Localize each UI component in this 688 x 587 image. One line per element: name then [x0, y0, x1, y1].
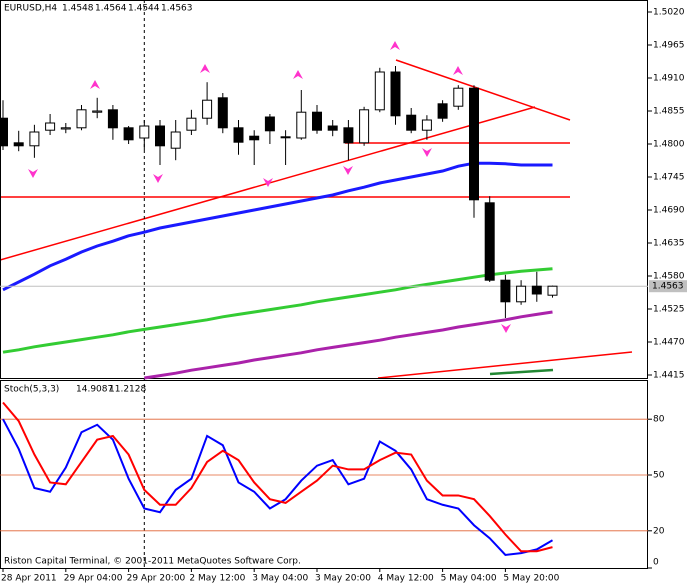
- header-value: 1.4548: [62, 4, 94, 14]
- candle-body: [406, 114, 417, 131]
- candle-body: [233, 127, 244, 143]
- moving-average: [144, 310, 553, 380]
- candle-body: [374, 71, 385, 111]
- x-tick-label: 5 May 20:00: [503, 574, 559, 584]
- channel-line: [489, 368, 554, 376]
- y-tick-label: 1.4910: [653, 74, 685, 84]
- fractal-arrows: [28, 41, 511, 333]
- candle-body: [155, 125, 165, 147]
- fractal-up: [200, 64, 210, 73]
- header-value: 11.2128: [109, 385, 146, 395]
- header-value: 1.4544: [128, 4, 160, 14]
- candle-body: [123, 127, 134, 141]
- stoch-panel-border: [0, 380, 648, 569]
- header-value: 1.4563: [161, 4, 193, 14]
- candle-body: [249, 135, 260, 141]
- candle-body: [327, 125, 338, 131]
- fractal-down: [501, 324, 511, 333]
- fractal-up: [453, 66, 463, 75]
- candle-body: [343, 127, 354, 144]
- y-tick-label: 1.4470: [653, 338, 685, 348]
- y-tick-label: 1.4635: [653, 239, 685, 249]
- candle-body: [280, 136, 291, 139]
- trend-line: [395, 59, 571, 121]
- moving-average: [2, 267, 553, 354]
- candle-body: [170, 131, 181, 149]
- candle-body: [139, 125, 150, 139]
- price-label: 1.4563: [652, 282, 684, 292]
- symbol-header: EURUSD,H4: [4, 4, 57, 14]
- y-tick-label: 1.4415: [653, 371, 685, 381]
- candle-body: [186, 117, 197, 131]
- y-tick-label: 20: [653, 526, 665, 536]
- x-tick-label: 29 Apr 20:00: [127, 574, 186, 584]
- x-tick-label: 29 Apr 04:00: [64, 574, 123, 584]
- candle-body: [92, 110, 103, 113]
- moving-average: [2, 161, 553, 292]
- candle-body: [13, 142, 24, 147]
- candle-body: [312, 111, 322, 131]
- y-tick-label: 1.5020: [653, 8, 685, 18]
- candle-body: [469, 87, 479, 201]
- y-tick-label: 1.4580: [653, 272, 685, 282]
- y-tick-label: 80: [653, 415, 665, 425]
- x-tick-label: 3 May 04:00: [252, 574, 308, 584]
- stoch-line: [2, 401, 553, 553]
- header-value: 14.9087: [76, 385, 113, 395]
- y-tick-label: 1.4965: [653, 41, 685, 51]
- candle-body: [45, 122, 56, 131]
- candle-body: [0, 117, 8, 147]
- x-tick-label: 4 May 12:00: [378, 574, 434, 584]
- y-tick-label: 1.4690: [653, 206, 685, 216]
- header-value: 1.4564: [95, 4, 127, 14]
- candle-body: [390, 71, 401, 117]
- candle-body: [60, 127, 71, 130]
- fractal-up: [293, 70, 303, 79]
- price-label-box: [649, 280, 687, 293]
- candle-body: [453, 87, 464, 107]
- x-tick-label: 2 May 12:00: [189, 574, 245, 584]
- candle-body: [107, 109, 118, 129]
- fractal-down: [153, 174, 163, 183]
- copyright: Riston Capital Terminal, © 2001-2011 Met…: [4, 557, 301, 567]
- fractal-up: [390, 41, 400, 50]
- candle-body: [296, 111, 307, 139]
- fractal-down: [263, 178, 273, 187]
- candle-body: [359, 109, 370, 144]
- candle-body: [202, 99, 213, 119]
- candle-body: [76, 109, 87, 129]
- candle-body: [500, 279, 511, 303]
- main-panel-border: [0, 0, 648, 379]
- candle-body: [29, 131, 40, 147]
- fractal-down: [422, 148, 432, 157]
- fractal-down: [343, 166, 353, 175]
- x-tick-label: 3 May 20:00: [315, 574, 371, 584]
- y-tick-label: 1.4525: [653, 305, 685, 315]
- channel-line: [377, 351, 633, 379]
- y-tick-label: 1.4855: [653, 107, 685, 117]
- candle-body: [484, 202, 495, 281]
- fractal-up: [90, 80, 100, 89]
- stoch-line: [2, 418, 554, 557]
- candle-body: [437, 103, 448, 119]
- candle-body: [531, 285, 542, 295]
- y-tick-label: 1.4745: [653, 173, 685, 183]
- candle-body: [264, 116, 275, 132]
- candle-body: [421, 119, 432, 131]
- candle-body: [547, 285, 558, 296]
- fractal-down: [28, 169, 38, 178]
- stoch-header: Stoch(5,3,3): [4, 385, 59, 395]
- x-tick-label: 28 Apr 2011: [1, 574, 57, 584]
- x-tick-label: 5 May 04:00: [441, 574, 497, 584]
- y-tick-label: 0: [653, 558, 659, 568]
- y-tick-label: 50: [653, 471, 665, 481]
- candle-body: [516, 285, 527, 303]
- y-tick-label: 1.4800: [653, 140, 685, 150]
- candle-body: [217, 97, 228, 129]
